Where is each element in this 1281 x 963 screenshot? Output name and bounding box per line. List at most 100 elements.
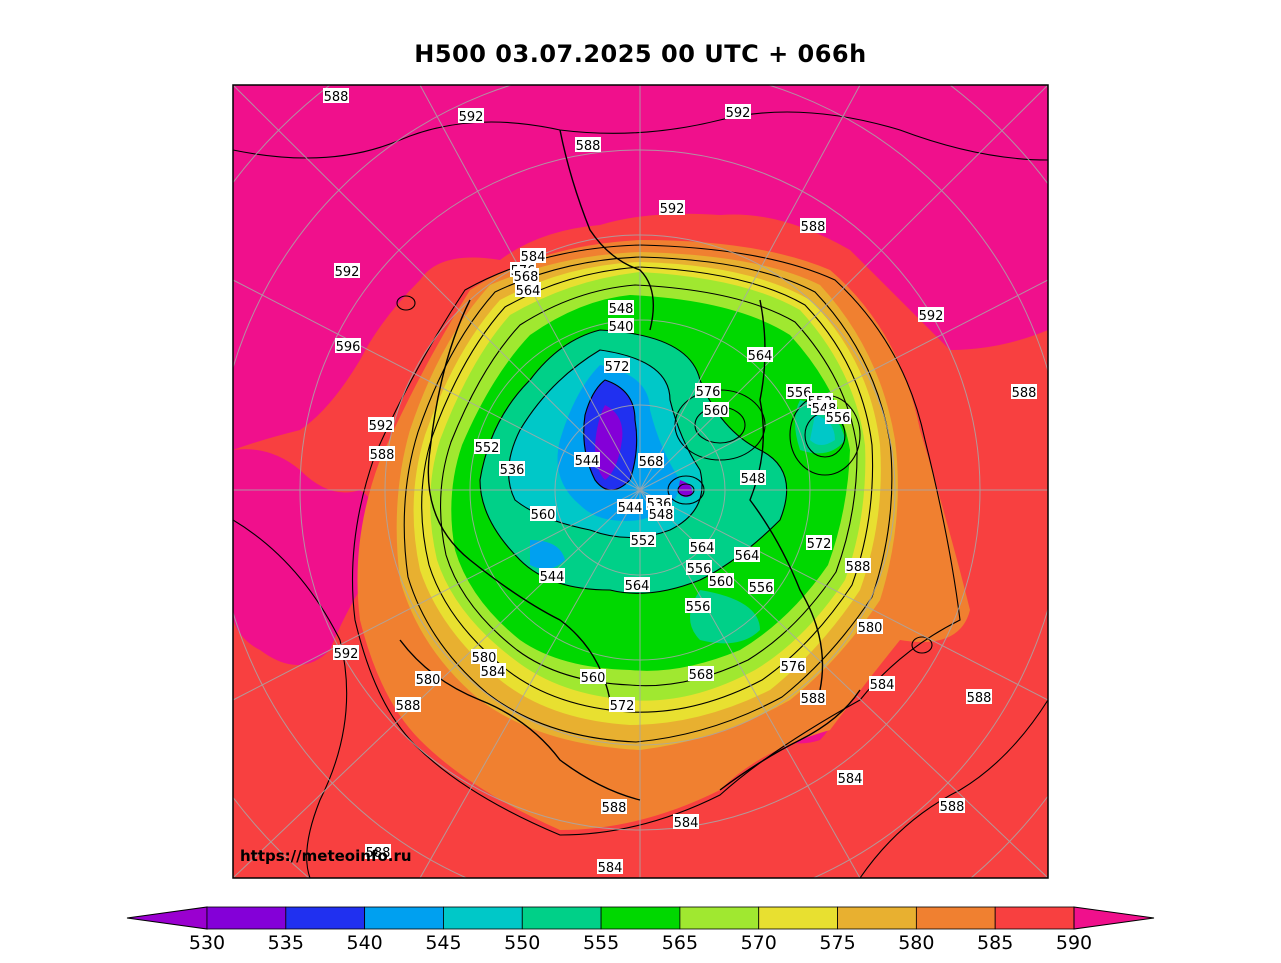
svg-text:580: 580 [858,621,883,636]
isoline-label: 572 [604,358,630,375]
isoline-label: 572 [609,697,635,714]
isoline-label: 584 [480,663,506,680]
colorbar-tick-label: 555 [583,932,619,954]
svg-text:568: 568 [514,270,539,285]
map-frame [232,84,1049,879]
isoline-label: 584 [520,248,546,265]
isoline-label: 588 [800,690,826,707]
colorbar-tick-label: 550 [504,932,540,954]
isoline-label: 560 [530,506,556,523]
isoline-label: 568 [513,268,539,285]
svg-text:580: 580 [472,651,497,666]
svg-text:552: 552 [631,534,656,549]
svg-text:556: 556 [787,386,812,401]
isoline-label: 556 [686,560,712,577]
svg-text:548: 548 [649,508,674,523]
svg-text:544: 544 [575,454,600,469]
colorbar-tick-label: 545 [425,932,461,954]
svg-text:588: 588 [396,699,421,714]
isoline-label: 588 [601,799,627,816]
isoline-label: 552 [474,439,500,456]
isoline-label: 588 [575,137,601,154]
isoline-label: 564 [624,577,650,594]
svg-text:536: 536 [500,463,525,478]
colorbar-tick-label: 575 [819,932,855,954]
colorbar-tick-label: 580 [898,932,934,954]
colorbar-segment [600,906,681,930]
colorbar-segment [837,906,917,930]
isoline-label: 544 [539,568,565,585]
isoline-label: 592 [458,108,484,125]
isoline-label: 552 [630,532,656,549]
svg-text:584: 584 [674,816,699,831]
svg-text:560: 560 [581,671,606,686]
isoline-label: 556 [786,384,812,401]
isoline-label: 588 [369,446,395,463]
colorbar-tick-label: 585 [977,932,1013,954]
colorbar-under-arrow [126,906,208,930]
isoline-label: 592 [725,104,751,121]
colorbar-tick-label: 590 [1056,932,1092,954]
colorbar-segment [994,906,1075,930]
isoline-label: 564 [734,547,760,564]
svg-text:584: 584 [870,678,895,693]
map-title: H500 03.07.2025 00 UTC + 066h [414,40,867,68]
svg-text:588: 588 [801,220,826,235]
isoline-label: 568 [638,453,664,470]
isoline-label: 568 [688,666,714,683]
colorbar-tick-label: 530 [189,932,225,954]
svg-text:552: 552 [475,441,500,456]
svg-text:564: 564 [516,284,541,299]
svg-text:588: 588 [370,448,395,463]
isoline-label: 580 [857,619,883,636]
svg-text:560: 560 [704,404,729,419]
svg-text:588: 588 [366,846,391,861]
isoline-label: 592 [659,200,685,217]
isoline-label: 584 [837,770,863,787]
svg-text:556: 556 [686,600,711,615]
svg-text:572: 572 [610,699,635,714]
colorbar-tick-label: 570 [741,932,777,954]
svg-text:592: 592 [919,309,944,324]
isoline-label: 584 [597,859,623,876]
isoline-label: 592 [334,263,360,280]
svg-text:568: 568 [689,668,714,683]
isoline-label: 556 [685,598,711,615]
isoline-label: 548 [648,506,674,523]
band-over-590-north [233,85,1048,450]
isoline-label: 588 [365,844,391,861]
colorbar-segment [915,906,996,930]
svg-text:572: 572 [605,360,630,375]
svg-text:592: 592 [459,110,484,125]
isoline-label: 548 [608,300,634,317]
svg-text:556: 556 [687,562,712,577]
isoline-label: 596 [335,338,361,355]
isoline-label: 576 [780,658,806,675]
svg-text:592: 592 [726,106,751,121]
svg-text:556: 556 [749,581,774,596]
svg-text:588: 588 [576,139,601,154]
isoline-label: 564 [689,539,715,556]
isoline-label: 592 [368,417,394,434]
colorbar-segment [443,906,523,930]
svg-text:576: 576 [696,385,721,400]
isoline-label: 588 [845,558,871,575]
svg-text:592: 592 [660,202,685,217]
svg-text:588: 588 [602,801,627,816]
isoline-label: 592 [918,307,944,324]
height-field [233,85,1048,878]
svg-text:564: 564 [735,549,760,564]
svg-text:584: 584 [521,250,546,265]
svg-text:588: 588 [324,90,349,105]
isoline-label: 588 [323,88,349,105]
colorbar-segment [758,906,838,930]
isoline-label: 588 [395,697,421,714]
colorbar-segment [206,906,287,930]
isoline-label: 572 [806,535,832,552]
svg-text:592: 592 [369,419,394,434]
svg-text:556: 556 [826,411,851,426]
svg-text:596: 596 [336,340,361,355]
isoline-label: 556 [748,579,774,596]
band-over-590-west [233,449,383,665]
